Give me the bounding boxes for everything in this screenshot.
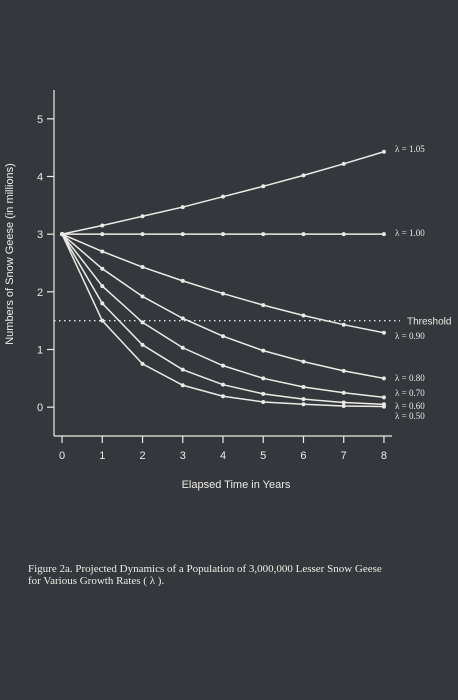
data-point <box>261 232 266 237</box>
series-label: λ = 1.00 <box>395 228 425 238</box>
data-point <box>261 399 266 404</box>
data-point <box>140 342 145 347</box>
data-point <box>341 161 346 166</box>
data-point <box>341 232 346 237</box>
data-point <box>261 348 266 353</box>
series-line <box>61 233 385 334</box>
data-point <box>180 367 185 372</box>
data-point <box>140 214 145 219</box>
series-line <box>61 233 385 399</box>
data-point <box>140 232 145 237</box>
caption-line-2: for Various Growth Rates ( λ ). <box>28 575 165 587</box>
x-tick-label: 1 <box>99 450 105 462</box>
series-label: λ = 0.80 <box>395 373 425 383</box>
x-tick-label: 5 <box>260 450 266 462</box>
data-point <box>301 384 306 389</box>
data-point <box>381 395 386 400</box>
data-point <box>140 320 145 325</box>
data-point <box>381 330 386 335</box>
x-tick-label: 0 <box>59 450 65 462</box>
x-axis-title: Elapsed Time in Years <box>182 479 291 491</box>
data-point <box>140 265 145 270</box>
data-point <box>341 404 346 409</box>
data-point <box>60 232 65 237</box>
series-line <box>61 233 384 406</box>
data-point <box>221 334 225 339</box>
threshold-label: Threshold <box>407 317 451 328</box>
data-point <box>180 345 185 350</box>
data-point <box>100 266 105 271</box>
data-point <box>341 400 346 405</box>
series-label: λ = 0.60 <box>395 401 425 411</box>
data-point <box>381 376 386 381</box>
data-point <box>221 232 225 237</box>
series-label: λ = 1.05 <box>395 144 425 154</box>
x-tick-label: 8 <box>381 450 387 462</box>
y-tick-label: 2 <box>37 287 43 299</box>
x-tick-label: 6 <box>300 450 306 462</box>
data-point <box>341 322 346 327</box>
data-point <box>221 291 225 296</box>
data-point <box>301 359 306 364</box>
data-point <box>100 232 105 237</box>
data-point <box>100 223 105 228</box>
data-point <box>180 232 185 237</box>
y-tick-label: 1 <box>37 345 43 357</box>
caption-line-1: Figure 2a. Projected Dynamics of a Popul… <box>28 563 382 575</box>
data-point <box>180 278 185 283</box>
data-point <box>341 390 346 395</box>
x-tick-label: 2 <box>139 450 145 462</box>
y-axis-title: Numbers of Snow Geese (in millions) <box>4 163 16 345</box>
data-point <box>381 149 386 154</box>
data-point <box>301 402 306 407</box>
data-point <box>301 232 306 237</box>
data-point <box>100 284 105 289</box>
data-point <box>261 184 266 189</box>
x-tick-label: 4 <box>220 450 226 462</box>
data-point <box>381 404 386 409</box>
data-point <box>301 173 306 178</box>
y-tick-label: 0 <box>37 402 43 414</box>
y-tick-label: 4 <box>37 172 43 184</box>
x-tick-label: 3 <box>180 450 186 462</box>
series-label: λ = 0.50 <box>395 411 425 421</box>
series-label: λ = 0.90 <box>395 331 425 341</box>
data-point <box>221 394 225 399</box>
data-point <box>100 249 105 254</box>
y-tick-label: 5 <box>37 114 43 126</box>
data-point <box>221 194 225 199</box>
data-point <box>180 316 185 321</box>
figure-caption: Figure 2a. Projected Dynamics of a Popul… <box>28 563 428 587</box>
data-point <box>100 318 105 323</box>
data-point <box>221 382 225 387</box>
data-point <box>341 368 346 373</box>
data-point <box>100 301 105 306</box>
data-point <box>180 383 185 388</box>
data-point <box>221 363 225 368</box>
x-tick-label: 7 <box>341 450 347 462</box>
data-point <box>261 391 266 396</box>
data-point <box>381 232 386 237</box>
y-tick-label: 3 <box>37 229 43 241</box>
data-point <box>140 361 145 366</box>
data-point <box>180 205 185 210</box>
data-point <box>140 294 145 299</box>
data-point <box>261 376 266 381</box>
series-label: λ = 0.70 <box>395 388 425 398</box>
data-point <box>301 397 306 402</box>
data-point <box>261 303 266 308</box>
data-point <box>301 313 306 318</box>
series-line <box>61 233 385 380</box>
series-line <box>61 150 385 235</box>
